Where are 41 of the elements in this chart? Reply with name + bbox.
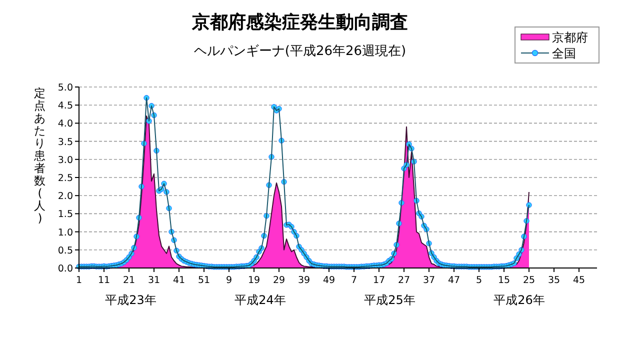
y-tick-label: 3.0 — [58, 154, 73, 166]
x-tick-label: 11 — [98, 275, 110, 286]
x-tick-label: 37 — [422, 275, 436, 286]
y-tick-label: 5.0 — [58, 82, 73, 94]
x-tick-label: 7 — [350, 275, 358, 286]
text: 平成23年 — [105, 293, 156, 307]
legend-label: 全国 — [552, 46, 576, 60]
x-tick-label: 15 — [498, 275, 510, 286]
y-tick-label: 4.5 — [58, 100, 73, 112]
y-tick-label: 1.0 — [58, 227, 73, 238]
x-tick-label: 47 — [448, 275, 460, 286]
x-tick-label: 49 — [322, 275, 336, 286]
x-tick-label: 17 — [372, 275, 386, 286]
x-tick-label: 21 — [122, 275, 136, 286]
x-tick-label: 35 — [548, 275, 560, 286]
text: 平成25年 — [364, 293, 416, 307]
y-tick-label: 3.5 — [58, 136, 73, 148]
y-tick-label: 1.5 — [58, 209, 73, 220]
x-tick-label: 41 — [172, 275, 186, 286]
y-tick-label: 4.0 — [58, 118, 73, 130]
x-tick-label: 19 — [248, 275, 260, 286]
y-tick-label: 2.5 — [58, 173, 73, 184]
chart-title: 京都府感染症発生動向調査 — [191, 12, 408, 33]
x-tick-label: 5 — [476, 275, 482, 286]
y-tick-label: 0.5 — [58, 245, 73, 256]
x-tick-label: 31 — [148, 275, 160, 286]
text: 平成26年 — [494, 293, 545, 307]
x-tick-label: 39 — [298, 275, 310, 286]
y-tick-label: 2.0 — [58, 191, 73, 202]
chart-subtitle: ヘルパンギーナ(平成26年26週現在) — [194, 44, 406, 59]
x-tick-label: 25 — [522, 275, 536, 286]
x-tick-label: 9 — [226, 275, 232, 286]
y-tick-label: 0.0 — [58, 264, 73, 274]
x-tick-label: 27 — [398, 275, 410, 286]
x-tick-label: 29 — [272, 275, 286, 286]
text: 定点あたり患者数(人) — [34, 86, 46, 225]
x-tick-label: 51 — [198, 275, 210, 286]
legend-label: 京都府 — [552, 30, 588, 44]
text: 平成24年 — [234, 293, 286, 307]
x-tick-label: 45 — [572, 275, 586, 286]
x-tick-label: 1 — [76, 275, 82, 286]
